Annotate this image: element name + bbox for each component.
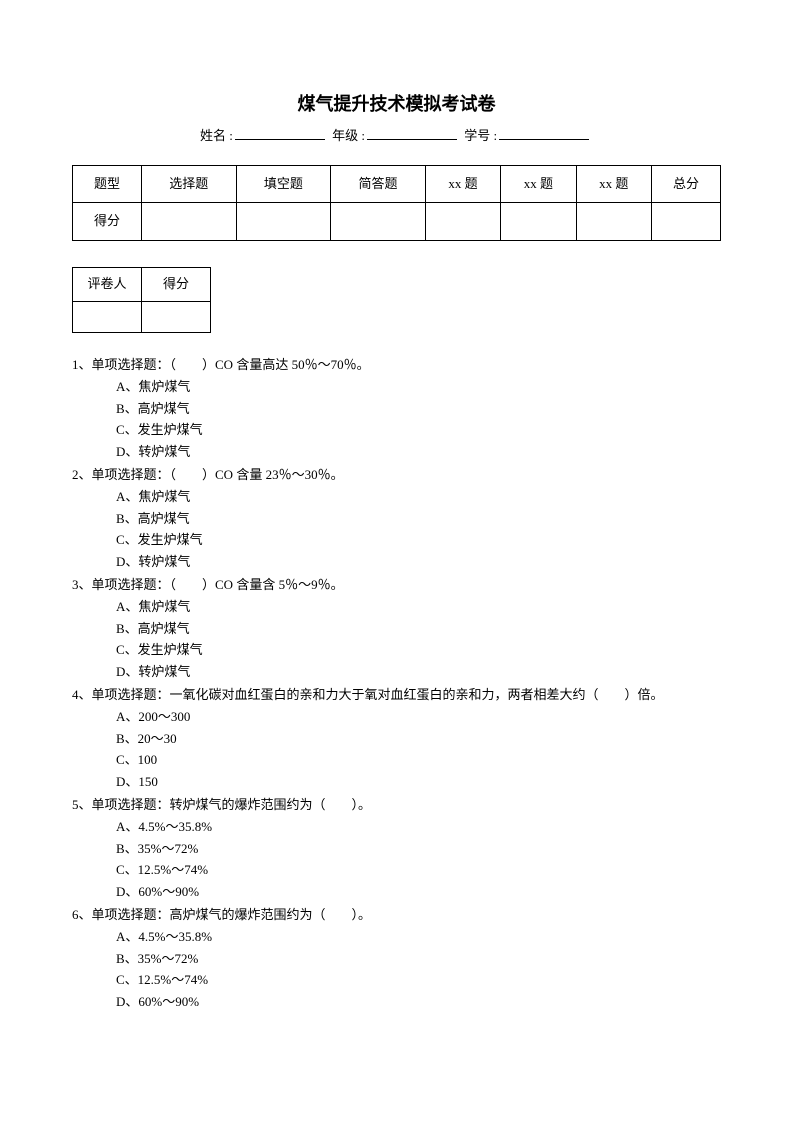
question-number: 4、 <box>72 687 92 702</box>
question-text: 单项选择题：（ ）CO 含量含 5％～9％。 <box>92 577 344 592</box>
score-cell <box>141 203 236 241</box>
question-stem: 5、单项选择题：转炉煤气的爆炸范围约为（ ）。 <box>72 795 721 816</box>
question-3: 3、单项选择题：（ ）CO 含量含 5％～9％。 A、焦炉煤气 B、高炉煤气 C… <box>72 575 721 683</box>
question-text: 单项选择题：一氧化碳对血红蛋白的亲和力大于氧对血红蛋白的亲和力，两者相差大约（ … <box>92 687 664 702</box>
score-cell <box>425 203 500 241</box>
score-header: 总分 <box>651 165 720 203</box>
exam-page: 煤气提升技术模拟考试卷 姓名 : 年级 : 学号 : 题型 选择题 填空题 简答… <box>0 0 793 1122</box>
question-stem: 3、单项选择题：（ ）CO 含量含 5％～9％。 <box>72 575 721 596</box>
question-options: A、焦炉煤气 B、高炉煤气 C、发生炉煤气 D、转炉煤气 <box>72 597 721 683</box>
option: D、转炉煤气 <box>116 662 721 683</box>
question-5: 5、单项选择题：转炉煤气的爆炸范围约为（ ）。 A、4.5%～35.8% B、3… <box>72 795 721 903</box>
grader-table: 评卷人 得分 <box>72 267 211 333</box>
question-options: A、4.5%～35.8% B、35%～72% C、12.5%～74% D、60%… <box>72 927 721 1013</box>
option: C、发生炉煤气 <box>116 530 721 551</box>
grader-cell <box>142 301 211 332</box>
question-number: 5、 <box>72 797 92 812</box>
option: C、发生炉煤气 <box>116 640 721 661</box>
score-header: 题型 <box>73 165 142 203</box>
option: A、焦炉煤气 <box>116 487 721 508</box>
score-cell <box>651 203 720 241</box>
question-options: A、焦炉煤气 B、高炉煤气 C、发生炉煤气 D、转炉煤气 <box>72 487 721 573</box>
student-info-line: 姓名 : 年级 : 学号 : <box>72 125 721 147</box>
option: D、60%～90% <box>116 882 721 903</box>
score-cell <box>236 203 331 241</box>
option: B、35%～72% <box>116 839 721 860</box>
table-row <box>73 301 211 332</box>
question-number: 3、 <box>72 577 92 592</box>
question-stem: 1、单项选择题：（ ）CO 含量高达 50％～70％。 <box>72 355 721 376</box>
score-header: xx 题 <box>501 165 576 203</box>
question-options: A、200～300 B、20～30 C、100 D、150 <box>72 707 721 793</box>
score-header: 简答题 <box>331 165 426 203</box>
score-header: xx 题 <box>576 165 651 203</box>
question-2: 2、单项选择题：（ ）CO 含量 23％～30％。 A、焦炉煤气 B、高炉煤气 … <box>72 465 721 573</box>
option: C、12.5%～74% <box>116 970 721 991</box>
score-cell <box>501 203 576 241</box>
id-blank <box>499 125 589 140</box>
question-stem: 6、单项选择题：高炉煤气的爆炸范围约为（ ）。 <box>72 905 721 926</box>
option: D、60%～90% <box>116 992 721 1013</box>
question-6: 6、单项选择题：高炉煤气的爆炸范围约为（ ）。 A、4.5%～35.8% B、3… <box>72 905 721 1013</box>
question-number: 2、 <box>72 467 92 482</box>
id-label: 学号 : <box>464 128 497 143</box>
option: D、转炉煤气 <box>116 442 721 463</box>
option: B、20～30 <box>116 729 721 750</box>
score-table: 题型 选择题 填空题 简答题 xx 题 xx 题 xx 题 总分 得分 <box>72 165 721 242</box>
option: A、焦炉煤气 <box>116 377 721 398</box>
question-text: 单项选择题：转炉煤气的爆炸范围约为（ ）。 <box>92 797 372 812</box>
option: A、200～300 <box>116 707 721 728</box>
question-options: A、焦炉煤气 B、高炉煤气 C、发生炉煤气 D、转炉煤气 <box>72 377 721 463</box>
option: B、高炉煤气 <box>116 619 721 640</box>
question-1: 1、单项选择题：（ ）CO 含量高达 50％～70％。 A、焦炉煤气 B、高炉煤… <box>72 355 721 463</box>
score-cell <box>576 203 651 241</box>
option: C、100 <box>116 750 721 771</box>
score-row-label: 得分 <box>73 203 142 241</box>
option: C、12.5%～74% <box>116 860 721 881</box>
questions-block: 1、单项选择题：（ ）CO 含量高达 50％～70％。 A、焦炉煤气 B、高炉煤… <box>72 355 721 1013</box>
score-header: 填空题 <box>236 165 331 203</box>
option: A、焦炉煤气 <box>116 597 721 618</box>
option: A、4.5%～35.8% <box>116 927 721 948</box>
exam-title: 煤气提升技术模拟考试卷 <box>72 90 721 119</box>
question-options: A、4.5%～35.8% B、35%～72% C、12.5%～74% D、60%… <box>72 817 721 903</box>
option: D、150 <box>116 772 721 793</box>
table-row: 题型 选择题 填空题 简答题 xx 题 xx 题 xx 题 总分 <box>73 165 721 203</box>
question-4: 4、单项选择题：一氧化碳对血红蛋白的亲和力大于氧对血红蛋白的亲和力，两者相差大约… <box>72 685 721 793</box>
option: C、发生炉煤气 <box>116 420 721 441</box>
table-row: 得分 <box>73 203 721 241</box>
option: B、高炉煤气 <box>116 509 721 530</box>
option: B、35%～72% <box>116 949 721 970</box>
score-header: xx 题 <box>425 165 500 203</box>
grader-header: 得分 <box>142 268 211 302</box>
table-row: 评卷人 得分 <box>73 268 211 302</box>
option: B、高炉煤气 <box>116 399 721 420</box>
question-text: 单项选择题：（ ）CO 含量高达 50％～70％。 <box>92 357 370 372</box>
score-cell <box>331 203 426 241</box>
option: A、4.5%～35.8% <box>116 817 721 838</box>
option: D、转炉煤气 <box>116 552 721 573</box>
name-blank <box>235 125 325 140</box>
question-text: 单项选择题：（ ）CO 含量 23％～30％。 <box>92 467 344 482</box>
question-number: 6、 <box>72 907 92 922</box>
question-stem: 2、单项选择题：（ ）CO 含量 23％～30％。 <box>72 465 721 486</box>
name-label: 姓名 : <box>200 128 233 143</box>
score-header: 选择题 <box>141 165 236 203</box>
question-text: 单项选择题：高炉煤气的爆炸范围约为（ ）。 <box>92 907 372 922</box>
question-number: 1、 <box>72 357 92 372</box>
grade-label: 年级 : <box>332 128 365 143</box>
grader-header: 评卷人 <box>73 268 142 302</box>
grade-blank <box>367 125 457 140</box>
grader-cell <box>73 301 142 332</box>
question-stem: 4、单项选择题：一氧化碳对血红蛋白的亲和力大于氧对血红蛋白的亲和力，两者相差大约… <box>72 685 721 706</box>
